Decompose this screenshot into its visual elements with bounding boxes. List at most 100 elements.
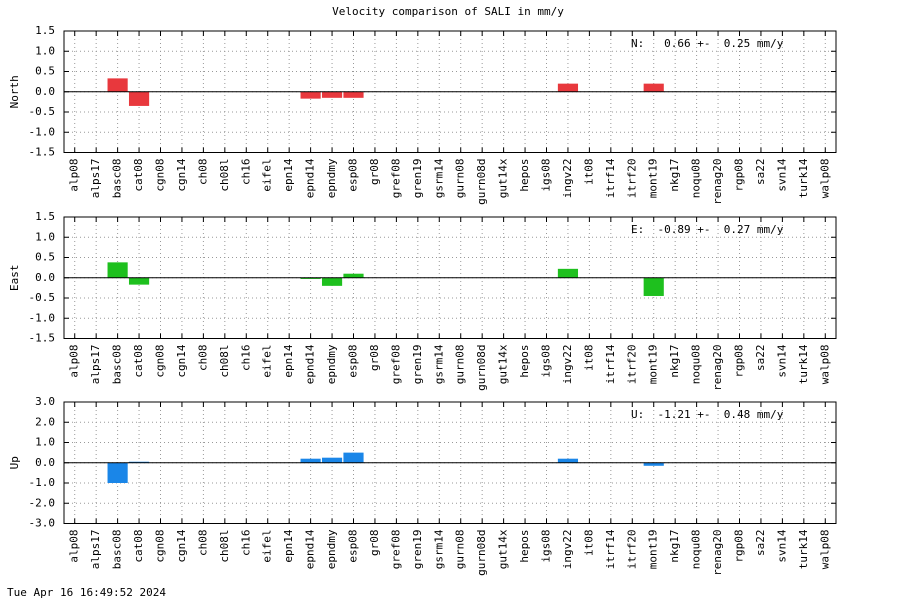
x-tick-label: gref08 xyxy=(389,345,402,385)
y-tick-label: 1.0 xyxy=(35,230,55,243)
x-tick-label: noqu08 xyxy=(690,530,703,570)
plot-frame xyxy=(63,30,837,153)
bar xyxy=(128,277,150,285)
x-tick-label: gut14x xyxy=(497,529,510,569)
bar xyxy=(643,277,664,296)
x-tick-label: alp08 xyxy=(68,530,81,563)
x-tick-label: gut14x xyxy=(497,158,510,198)
x-tick-label: alps17 xyxy=(89,530,102,570)
y-tick-label: -1.0 xyxy=(29,311,56,324)
bar xyxy=(107,262,128,278)
x-tick-label: rgp08 xyxy=(733,345,746,378)
bars xyxy=(107,262,664,296)
x-tick-label: hepos xyxy=(518,159,531,192)
y-tick-label: 1.5 xyxy=(35,24,55,37)
x-tick-label: ch08 xyxy=(196,530,209,557)
x-tick-label: cgn08 xyxy=(154,530,167,563)
x-tick-label: igs08 xyxy=(540,345,553,378)
x-tick-label: ch16 xyxy=(239,530,252,557)
x-tick-label: it08 xyxy=(582,530,595,557)
bar xyxy=(557,458,579,463)
x-tick-label: itrf14 xyxy=(604,344,617,384)
x-tick-label: gref08 xyxy=(389,530,402,570)
x-tick-label: gr08 xyxy=(368,159,381,186)
x-tick-label: gurn08d xyxy=(475,344,488,390)
x-tick-label: ch08l xyxy=(218,345,231,378)
x-tick-label: cgn14 xyxy=(175,344,188,377)
bar xyxy=(300,277,321,279)
x-tick-label: alps17 xyxy=(89,345,102,385)
bar xyxy=(321,457,343,463)
x-tick-label: walp08 xyxy=(818,159,831,199)
x-tick-label: esp08 xyxy=(347,530,360,563)
x-tick-label: gr08 xyxy=(368,530,381,557)
x-tick-label: svn14 xyxy=(775,158,788,191)
x-tick-label: itrf20 xyxy=(625,530,638,570)
x-tick-label: svn14 xyxy=(775,529,788,562)
x-tick-label: noqu08 xyxy=(690,345,703,385)
x-tick-label: epnd14 xyxy=(304,158,317,198)
y-axis-label: East xyxy=(8,265,21,292)
x-tick-label: gut14x xyxy=(497,344,510,384)
x-tick-label: walp08 xyxy=(818,345,831,385)
x-tick-label: cgn08 xyxy=(154,159,167,192)
x-tick-label: alps17 xyxy=(89,159,102,199)
x-tick-label: gurn08d xyxy=(475,158,488,204)
x-tick-label: basc08 xyxy=(111,159,124,199)
x-tick-label: ingv22 xyxy=(561,530,574,570)
x-tick-label: nkg17 xyxy=(668,530,681,563)
x-tick-label: nkg17 xyxy=(668,345,681,378)
y-axis-label: North xyxy=(8,75,21,108)
x-tick-label: gurn08d xyxy=(475,530,488,576)
x-tick-label: eifel xyxy=(261,345,274,378)
x-tick-label: basc08 xyxy=(111,530,124,570)
timestamp: Tue Apr 16 16:49:52 2024 xyxy=(7,586,166,599)
x-tick-label: rgp08 xyxy=(733,159,746,192)
bar xyxy=(343,273,364,278)
x-tick-label: cat08 xyxy=(132,530,145,563)
x-tick-label: gren19 xyxy=(411,345,424,385)
x-tick-label: ingv22 xyxy=(561,159,574,199)
x-tick-label: epn14 xyxy=(282,529,295,562)
bar xyxy=(557,83,579,92)
x-tick-label: cat08 xyxy=(132,159,145,192)
bar xyxy=(300,458,321,463)
x-tick-label: hepos xyxy=(518,345,531,378)
x-tick-label: itrf14 xyxy=(604,158,617,198)
y-tick-label: 0.0 xyxy=(35,85,55,98)
x-tick-label: noqu08 xyxy=(690,159,703,199)
x-tick-label: ch08 xyxy=(196,345,209,372)
x-tick-label: alp08 xyxy=(68,159,81,192)
x-tick-label: renag20 xyxy=(711,345,724,391)
x-tick-label: alp08 xyxy=(68,345,81,378)
x-tick-label: epnd14 xyxy=(304,529,317,569)
x-tick-label: itrf20 xyxy=(625,345,638,385)
y-tick-label: -1.0 xyxy=(29,476,56,489)
bar xyxy=(107,462,128,483)
bar xyxy=(557,268,579,278)
x-tick-label: turk14 xyxy=(797,529,810,569)
annotation: U: -1.21 +- 0.48 mm/y xyxy=(631,408,784,421)
bars xyxy=(107,78,664,106)
x-tick-label: epndmy xyxy=(325,529,338,569)
x-tick-label: eifel xyxy=(261,530,274,563)
x-tick-label: esp08 xyxy=(347,345,360,378)
x-tick-label: gurn08 xyxy=(454,530,467,570)
x-tick-label: gr08 xyxy=(368,345,381,372)
y-tick-label: 1.5 xyxy=(35,210,55,223)
bar xyxy=(643,83,664,92)
bar xyxy=(643,462,664,466)
x-tick-label: gurn08 xyxy=(454,345,467,385)
x-tick-label: ch08l xyxy=(218,530,231,563)
bar xyxy=(343,91,364,98)
x-tick-label: hepos xyxy=(518,530,531,563)
x-tick-label: cat08 xyxy=(132,345,145,378)
x-tick-label: gsrm14 xyxy=(432,529,445,569)
y-tick-label: -3.0 xyxy=(29,517,56,530)
x-tick-label: epndmy xyxy=(325,344,338,384)
x-tick-label: gsrm14 xyxy=(432,158,445,198)
x-tick-label: epnd14 xyxy=(304,344,317,384)
bar xyxy=(300,91,321,99)
bar xyxy=(128,461,150,463)
